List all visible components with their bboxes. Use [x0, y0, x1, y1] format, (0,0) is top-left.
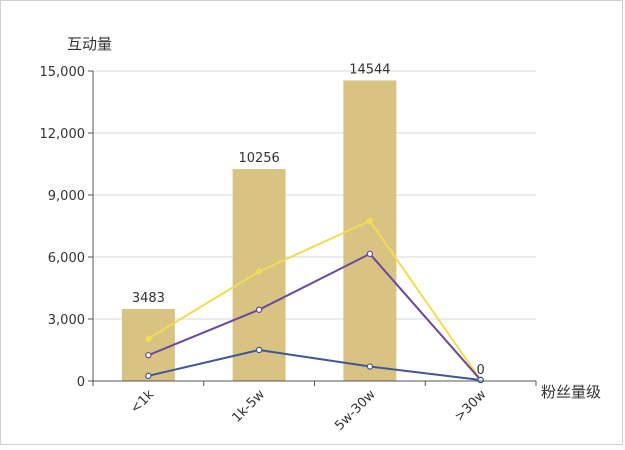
bar-data-label: 0: [476, 363, 484, 378]
data-labels: 3483 10256 14544 0: [132, 62, 485, 378]
series-point: [255, 306, 263, 313]
series-point: [145, 351, 152, 359]
y-axis-title: 互动量: [67, 35, 112, 53]
series-line: [147, 219, 482, 381]
y-tick-label: 12,000: [40, 127, 86, 142]
x-tick-label: 5w-30w: [332, 387, 379, 434]
series-point: [366, 250, 374, 258]
y-tick-label: 15,000: [40, 65, 86, 80]
line-series: [145, 217, 484, 384]
series-point: [255, 346, 263, 354]
series-point: [145, 335, 152, 342]
y-tick-label: 0: [77, 375, 85, 390]
bar-data-label: 14544: [349, 62, 390, 77]
bar: [343, 80, 397, 381]
series-line: [148, 348, 481, 381]
bar: [232, 169, 286, 381]
x-tick-label: 1k-5w: [229, 387, 268, 426]
x-tick-label: <1k: [128, 387, 158, 417]
bar-data-label: 10256: [238, 151, 279, 166]
series-point: [255, 268, 263, 275]
series-point: [366, 217, 374, 225]
series-point: [145, 372, 152, 380]
bar: [121, 309, 175, 381]
series-point: [477, 376, 484, 384]
x-tick-label: >30w: [452, 387, 490, 425]
y-tick-label: 9,000: [48, 189, 85, 204]
series-point: [366, 363, 374, 370]
x-axis-title: 粉丝量级: [541, 383, 601, 401]
grid-lines: [93, 70, 536, 320]
bar-series: [121, 80, 397, 381]
bar-data-label: 3483: [132, 291, 165, 306]
series-line: [147, 252, 482, 381]
y-tick-label: 6,000: [48, 251, 85, 266]
y-tick-label: 3,000: [48, 313, 85, 328]
